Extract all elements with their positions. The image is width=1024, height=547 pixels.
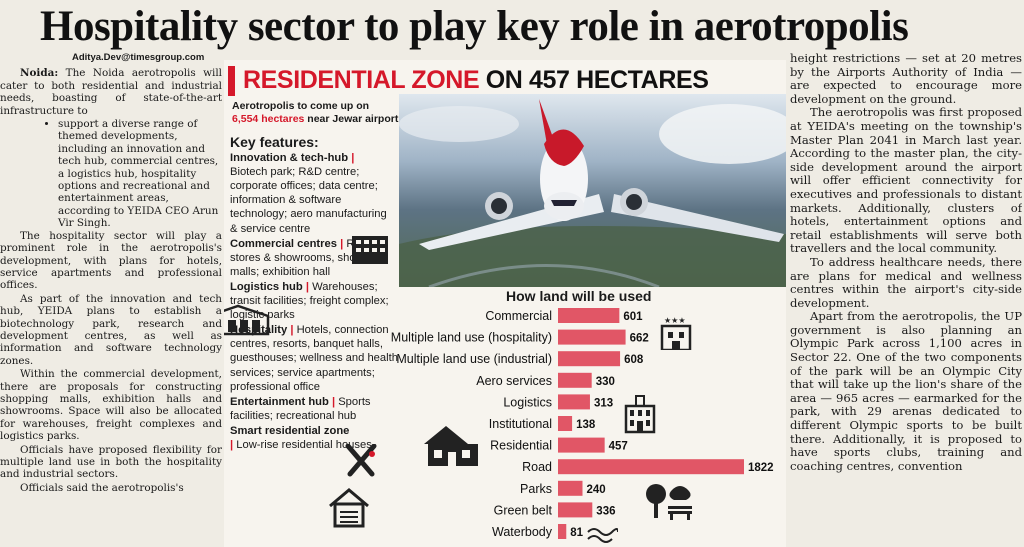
chart-title: How land will be used	[506, 288, 652, 304]
bar	[558, 372, 592, 388]
cricket-bats-icon	[345, 444, 377, 477]
dateline: Noida:	[20, 67, 59, 80]
category-label: Institutional	[489, 417, 552, 431]
feature-name: Smart residential zone	[230, 424, 350, 437]
value-label: 601	[623, 311, 643, 323]
right-article-column: height restrictions — set at 20 metres b…	[790, 52, 1022, 547]
paragraph: The hospitality sector will play a promi…	[0, 229, 222, 292]
paragraph: Officials said the aerotropolis's	[20, 481, 184, 494]
bar	[558, 459, 744, 475]
category-label: Multiple land use (hospitality)	[391, 331, 552, 345]
paragraph: Apart from the aerotropolis, the UP gove…	[790, 309, 1022, 473]
garage-house-icon	[329, 488, 369, 528]
svg-text:★★★: ★★★	[664, 316, 686, 325]
house-icon	[424, 426, 478, 466]
feature-item: Logistics hub | Warehouses; transit faci…	[230, 280, 389, 322]
feature-item: Smart residential zone | Low-rise residen…	[230, 424, 372, 451]
government-building-icon	[624, 395, 656, 434]
category-label: Multiple land use (industrial)	[396, 352, 552, 366]
office-building-icon	[352, 236, 388, 264]
bullet-list: support a diverse range of themed develo…	[0, 118, 222, 230]
bar	[558, 351, 621, 367]
value-label: 457	[609, 441, 628, 453]
paragraph: Officials have proposed flexibility for …	[0, 443, 222, 481]
feature-name: Logistics hub	[230, 280, 303, 293]
feature-detail: Warehouses; transit facilities; freight …	[230, 280, 389, 322]
infographic: RESIDENTIAL ZONE ON 457 HECTARES	[224, 60, 786, 547]
feature-item: Innovation & tech-hub | Biotech park; R&…	[230, 152, 387, 235]
feature-item: Entertainment hub | Sports facilities; r…	[230, 395, 371, 422]
value-label: 1822	[748, 462, 774, 474]
water-icon	[587, 528, 618, 543]
category-label: Logistics	[503, 395, 552, 409]
feature-name: Commercial centres	[230, 237, 337, 250]
infographic-subhead: Aerotropolis to come up on 6,554 hectare…	[232, 100, 407, 126]
feature-detail: Hotels, connection centres, resorts, ban…	[230, 324, 398, 393]
lead-paragraph: Noida: The Noida aerotropolis will cater…	[0, 67, 222, 117]
value-label: 336	[596, 505, 615, 517]
subhead-prefix: Aerotropolis to come up on	[232, 100, 370, 112]
infographic-banner: RESIDENTIAL ZONE ON 457 HECTARES	[228, 66, 713, 96]
feature-name: Innovation & tech-hub	[230, 152, 349, 165]
value-label: 240	[587, 484, 606, 496]
feature-detail: Low-rise residential houses	[236, 438, 372, 451]
paragraph: height restrictions — set at 20 metres b…	[790, 52, 1022, 106]
park-bench-icon	[646, 484, 692, 520]
paragraph: The aerotropolis was first proposed at Y…	[790, 105, 1022, 256]
headline: Hospitality sector to play key role in a…	[40, 3, 909, 50]
warehouse-icon	[224, 304, 270, 336]
feature-name: Entertainment hub	[230, 395, 329, 408]
bar	[558, 394, 590, 410]
category-label: Commercial	[485, 309, 552, 323]
airplane-photo	[399, 94, 786, 287]
subhead-highlight: 6,554 hectares	[232, 113, 305, 125]
bar	[558, 480, 583, 496]
key-features: Key features: Innovation & tech-hub | Bi…	[230, 135, 405, 453]
feature-item: Hospitality | Hotels, connection centres…	[230, 324, 398, 393]
category-label: Green belt	[494, 503, 553, 517]
bar	[558, 524, 567, 539]
value-label: 330	[596, 376, 615, 388]
value-label: 81	[570, 527, 583, 539]
bar	[558, 308, 620, 323]
bar	[558, 416, 573, 431]
bullet-item: support a diverse range of themed develo…	[58, 118, 222, 230]
feature-detail: Biotech park; R&D centre; corporate offi…	[230, 166, 387, 235]
paragraph: Within the commercial development, there…	[0, 368, 222, 443]
value-label: 138	[576, 419, 596, 431]
value-label: 608	[624, 354, 644, 366]
value-label: 313	[594, 397, 613, 409]
lead-text: The Noida aerotropolis will cater to bot…	[0, 67, 222, 117]
land-use-chart: Commercial 601 Multiple land use (hospital…	[224, 306, 786, 547]
subhead-suffix: near Jewar airport	[304, 113, 399, 125]
category-label: Residential	[490, 439, 552, 453]
key-features-title: Key features:	[230, 134, 319, 150]
paragraph: To address healthcare needs, there are p…	[790, 254, 1022, 310]
left-article-column: Aditya.Dev@timesgroup.com Noida: The Noi…	[0, 52, 222, 547]
value-label: 662	[630, 333, 649, 345]
paragraph: As part of the innovation and tech hub, …	[0, 292, 222, 367]
bar	[558, 437, 605, 453]
airplane-illustration	[399, 94, 786, 287]
hotel-icon: ★★★	[660, 316, 692, 350]
category-label: Aero services	[476, 374, 552, 388]
category-label: Road	[522, 460, 552, 474]
byline: Aditya.Dev@timesgroup.com	[72, 52, 205, 63]
category-label: Parks	[520, 482, 552, 496]
banner-red-text: RESIDENTIAL ZONE	[243, 66, 480, 94]
bar	[558, 502, 593, 518]
category-label: Waterbody	[492, 525, 553, 539]
feature-detail: Sports facilities; recreational hub	[230, 395, 371, 422]
banner-black-text: ON 457 HECTARES	[479, 66, 709, 94]
land-use-bar-chart: Commercial 601 Multiple land use (hospital…	[391, 308, 774, 539]
bar	[558, 329, 626, 345]
